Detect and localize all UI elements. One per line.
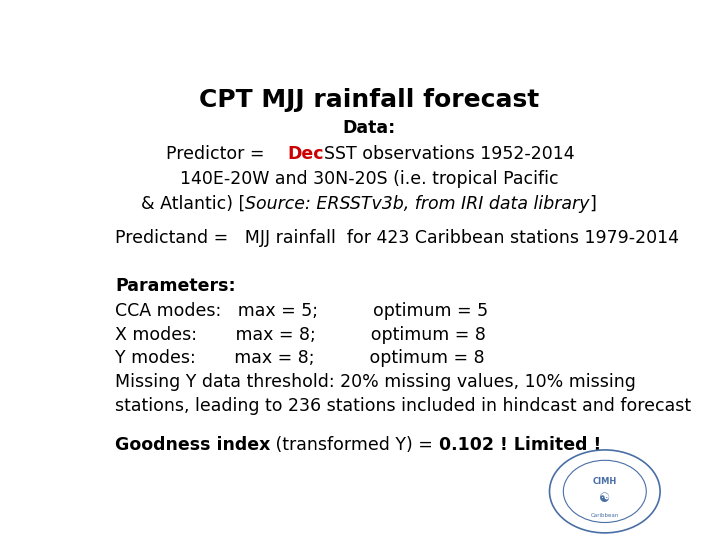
Text: 0.102 ! Limited !: 0.102 ! Limited ! (439, 436, 601, 454)
Text: X modes:       max = 8;          optimum = 8: X modes: max = 8; optimum = 8 (115, 326, 486, 343)
Text: ]: ] (589, 194, 596, 213)
Text: Source: ERSSTv3b, from IRI data library: Source: ERSSTv3b, from IRI data library (245, 194, 589, 213)
Text: ☯: ☯ (599, 492, 611, 505)
Text: CIMH: CIMH (593, 476, 617, 485)
Text: Predictor =: Predictor = (166, 145, 287, 163)
Text: Data:: Data: (343, 119, 395, 137)
Text: stations, leading to 236 stations included in hindcast and forecast: stations, leading to 236 stations includ… (115, 397, 691, 415)
Text: SST observations 1952-2014: SST observations 1952-2014 (323, 145, 574, 163)
Text: Missing Y data threshold: 20% missing values, 10% missing: Missing Y data threshold: 20% missing va… (115, 373, 636, 392)
Text: Parameters:: Parameters: (115, 277, 235, 295)
Text: CPT MJJ rainfall forecast: CPT MJJ rainfall forecast (199, 87, 539, 112)
Text: CCA modes:   max = 5;          optimum = 5: CCA modes: max = 5; optimum = 5 (115, 302, 488, 320)
Text: & Atlantic) [: & Atlantic) [ (140, 194, 245, 213)
Text: 140E-20W and 30N-20S (i.e. tropical Pacific: 140E-20W and 30N-20S (i.e. tropical Paci… (180, 170, 558, 187)
Text: (transformed Y) =: (transformed Y) = (271, 436, 439, 454)
Text: Dec: Dec (287, 145, 323, 163)
Text: Predictand =   MJJ rainfall  for 423 Caribbean stations 1979-2014: Predictand = MJJ rainfall for 423 Caribb… (115, 229, 679, 247)
Text: Y modes:       max = 8;          optimum = 8: Y modes: max = 8; optimum = 8 (115, 349, 485, 367)
Text: Caribbean: Caribbean (590, 513, 619, 518)
Text: Goodness index: Goodness index (115, 436, 271, 454)
